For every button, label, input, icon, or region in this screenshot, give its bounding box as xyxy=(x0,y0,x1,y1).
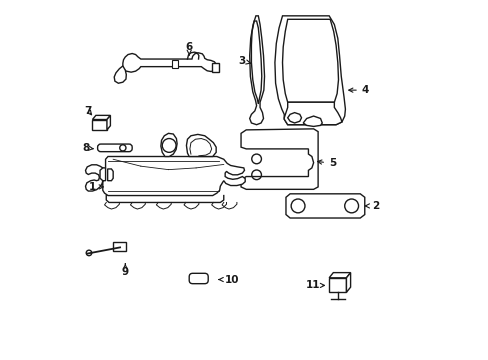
Polygon shape xyxy=(287,113,301,123)
Text: 6: 6 xyxy=(185,42,192,55)
Bar xyxy=(172,60,178,68)
Polygon shape xyxy=(303,116,322,126)
Polygon shape xyxy=(186,134,216,157)
Polygon shape xyxy=(100,168,105,181)
Text: 8: 8 xyxy=(82,143,93,153)
Text: 3: 3 xyxy=(238,56,250,66)
Polygon shape xyxy=(122,53,216,72)
Polygon shape xyxy=(241,129,318,189)
Polygon shape xyxy=(85,157,244,195)
Text: 1: 1 xyxy=(89,182,103,192)
Text: 4: 4 xyxy=(348,85,368,95)
Text: 10: 10 xyxy=(219,275,239,284)
Polygon shape xyxy=(346,273,350,292)
Polygon shape xyxy=(328,273,350,278)
Text: 9: 9 xyxy=(122,264,128,276)
Polygon shape xyxy=(274,16,345,125)
Text: 2: 2 xyxy=(365,201,379,211)
Bar xyxy=(113,242,126,251)
Polygon shape xyxy=(107,169,113,181)
Polygon shape xyxy=(161,133,177,157)
Text: 11: 11 xyxy=(305,280,324,291)
Bar xyxy=(328,278,346,292)
Polygon shape xyxy=(284,102,341,125)
Polygon shape xyxy=(249,16,264,125)
Bar xyxy=(92,120,107,130)
Polygon shape xyxy=(92,115,110,120)
Polygon shape xyxy=(114,66,126,83)
Text: 5: 5 xyxy=(317,158,336,168)
Bar xyxy=(211,63,218,72)
Polygon shape xyxy=(285,194,364,218)
Polygon shape xyxy=(107,115,110,130)
Text: 7: 7 xyxy=(84,106,92,116)
